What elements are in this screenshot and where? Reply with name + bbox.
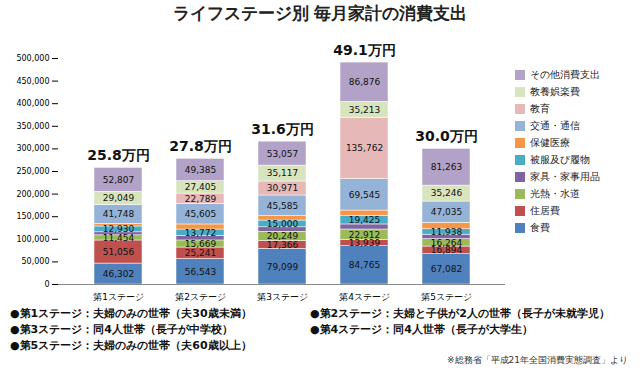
svg-text:450,000: 450,000 bbox=[16, 77, 49, 86]
svg-text:35,213: 35,213 bbox=[349, 105, 381, 115]
svg-text:200,000: 200,000 bbox=[16, 190, 49, 199]
html-text:光熱・水道: 光熱・水道 bbox=[530, 187, 580, 199]
svg-text:第5ステージ: 第5ステージ bbox=[421, 292, 472, 302]
html-text:ライフステージ別 毎月家計の消費支出: ライフステージ別 毎月家計の消費支出 bbox=[172, 3, 468, 23]
svg-text:13,939: 13,939 bbox=[348, 237, 381, 248]
svg-text:25.8万円: 25.8万円 bbox=[87, 147, 150, 163]
svg-text:150,000: 150,000 bbox=[16, 212, 49, 221]
svg-text:47,035: 47,035 bbox=[431, 207, 463, 217]
svg-text:86,876: 86,876 bbox=[349, 77, 381, 87]
svg-text:13,772: 13,772 bbox=[185, 228, 217, 238]
svg-text:45,585: 45,585 bbox=[267, 201, 299, 211]
svg-text:22,912: 22,912 bbox=[349, 230, 381, 240]
svg-text:16,264: 16,264 bbox=[431, 238, 463, 248]
svg-text:50,000: 50,000 bbox=[22, 257, 50, 266]
html-text:●第3ステージ：同4人世帯（長子が中学校）: ●第3ステージ：同4人世帯（長子が中学校） bbox=[10, 323, 233, 336]
html-text:●第5ステージ：夫婦のみの世帯（夫60歳以上）: ●第5ステージ：夫婦のみの世帯（夫60歳以上） bbox=[10, 339, 252, 352]
html-text:家具・家事用品: 家具・家事用品 bbox=[530, 170, 600, 182]
svg-text:49.1万円: 49.1万円 bbox=[333, 42, 396, 58]
svg-text:12,930: 12,930 bbox=[103, 224, 135, 234]
svg-text:41,748: 41,748 bbox=[103, 209, 135, 219]
html-text:●第2ステージ：夫婦と子供が2人の世帯（長子が未就学児）: ●第2ステージ：夫婦と子供が2人の世帯（長子が未就学児） bbox=[310, 307, 610, 320]
svg-text:22,789: 22,789 bbox=[185, 194, 217, 204]
html-text:教養娯楽費: 教養娯楽費 bbox=[530, 85, 580, 97]
svg-text:81,263: 81,263 bbox=[431, 162, 463, 172]
svg-text:56,543: 56,543 bbox=[185, 267, 217, 277]
svg-text:11,454: 11,454 bbox=[102, 232, 135, 243]
svg-text:31.6万円: 31.6万円 bbox=[251, 121, 314, 137]
svg-text:27.8万円: 27.8万円 bbox=[169, 138, 232, 154]
svg-text:30.0万円: 30.0万円 bbox=[415, 128, 478, 144]
svg-text:100,000: 100,000 bbox=[16, 235, 49, 244]
html-text:その他消費支出: その他消費支出 bbox=[530, 68, 600, 80]
html-text:●第1ステージ：夫婦のみの世帯（夫30歳未満）: ●第1ステージ：夫婦のみの世帯（夫30歳未満） bbox=[10, 307, 252, 320]
svg-text:300,000: 300,000 bbox=[16, 144, 49, 153]
svg-text:20,249: 20,249 bbox=[267, 231, 299, 241]
svg-text:400,000: 400,000 bbox=[16, 99, 49, 108]
svg-text:16,894: 16,894 bbox=[430, 245, 463, 256]
svg-text:49,385: 49,385 bbox=[185, 165, 217, 175]
svg-text:0: 0 bbox=[44, 280, 49, 289]
svg-text:15,669: 15,669 bbox=[185, 239, 217, 249]
svg-text:51,056: 51,056 bbox=[103, 247, 135, 257]
svg-text:29,049: 29,049 bbox=[103, 193, 135, 203]
svg-text:第1ステージ: 第1ステージ bbox=[93, 292, 144, 302]
html-text:保健医療: 保健医療 bbox=[530, 136, 570, 148]
svg-text:25,241: 25,241 bbox=[185, 248, 217, 258]
svg-text:第2ステージ: 第2ステージ bbox=[175, 292, 226, 302]
svg-text:79,099: 79,099 bbox=[267, 262, 299, 272]
svg-text:35,246: 35,246 bbox=[431, 188, 463, 198]
svg-text:第3ステージ: 第3ステージ bbox=[257, 292, 308, 302]
svg-text:19,425: 19,425 bbox=[349, 215, 381, 225]
svg-text:53,057: 53,057 bbox=[267, 149, 299, 159]
html-text:食費: 食費 bbox=[530, 221, 550, 233]
html-text:住居費: 住居費 bbox=[530, 204, 560, 216]
svg-text:350,000: 350,000 bbox=[16, 122, 49, 131]
svg-text:135,762: 135,762 bbox=[346, 143, 383, 153]
svg-text:250,000: 250,000 bbox=[16, 167, 49, 176]
svg-text:69,545: 69,545 bbox=[349, 190, 381, 200]
html-text:被服及び履物: 被服及び履物 bbox=[530, 153, 590, 165]
svg-text:30,971: 30,971 bbox=[267, 183, 299, 193]
html-text:交通・通信: 交通・通信 bbox=[530, 119, 580, 131]
svg-text:17,366: 17,366 bbox=[266, 239, 299, 250]
svg-text:46,302: 46,302 bbox=[103, 269, 135, 279]
svg-text:84,765: 84,765 bbox=[349, 260, 381, 270]
svg-text:67,082: 67,082 bbox=[431, 264, 463, 274]
svg-text:52,807: 52,807 bbox=[103, 175, 135, 185]
svg-text:27,405: 27,405 bbox=[185, 182, 217, 192]
svg-text:35,117: 35,117 bbox=[267, 168, 299, 178]
html-text:教育: 教育 bbox=[530, 102, 550, 114]
html-text:●第4ステージ：同4人世帯（長子が大学生）: ●第4ステージ：同4人世帯（長子が大学生） bbox=[310, 323, 533, 336]
svg-text:15,000: 15,000 bbox=[267, 219, 299, 229]
svg-text:500,000: 500,000 bbox=[16, 54, 49, 63]
svg-text:45,605: 45,605 bbox=[185, 209, 217, 219]
html-text:※総務省「平成21年全国消費実態調査」より: ※総務省「平成21年全国消費実態調査」より bbox=[447, 355, 628, 365]
svg-text:11,938: 11,938 bbox=[431, 227, 463, 237]
svg-text:第4ステージ: 第4ステージ bbox=[339, 292, 390, 302]
